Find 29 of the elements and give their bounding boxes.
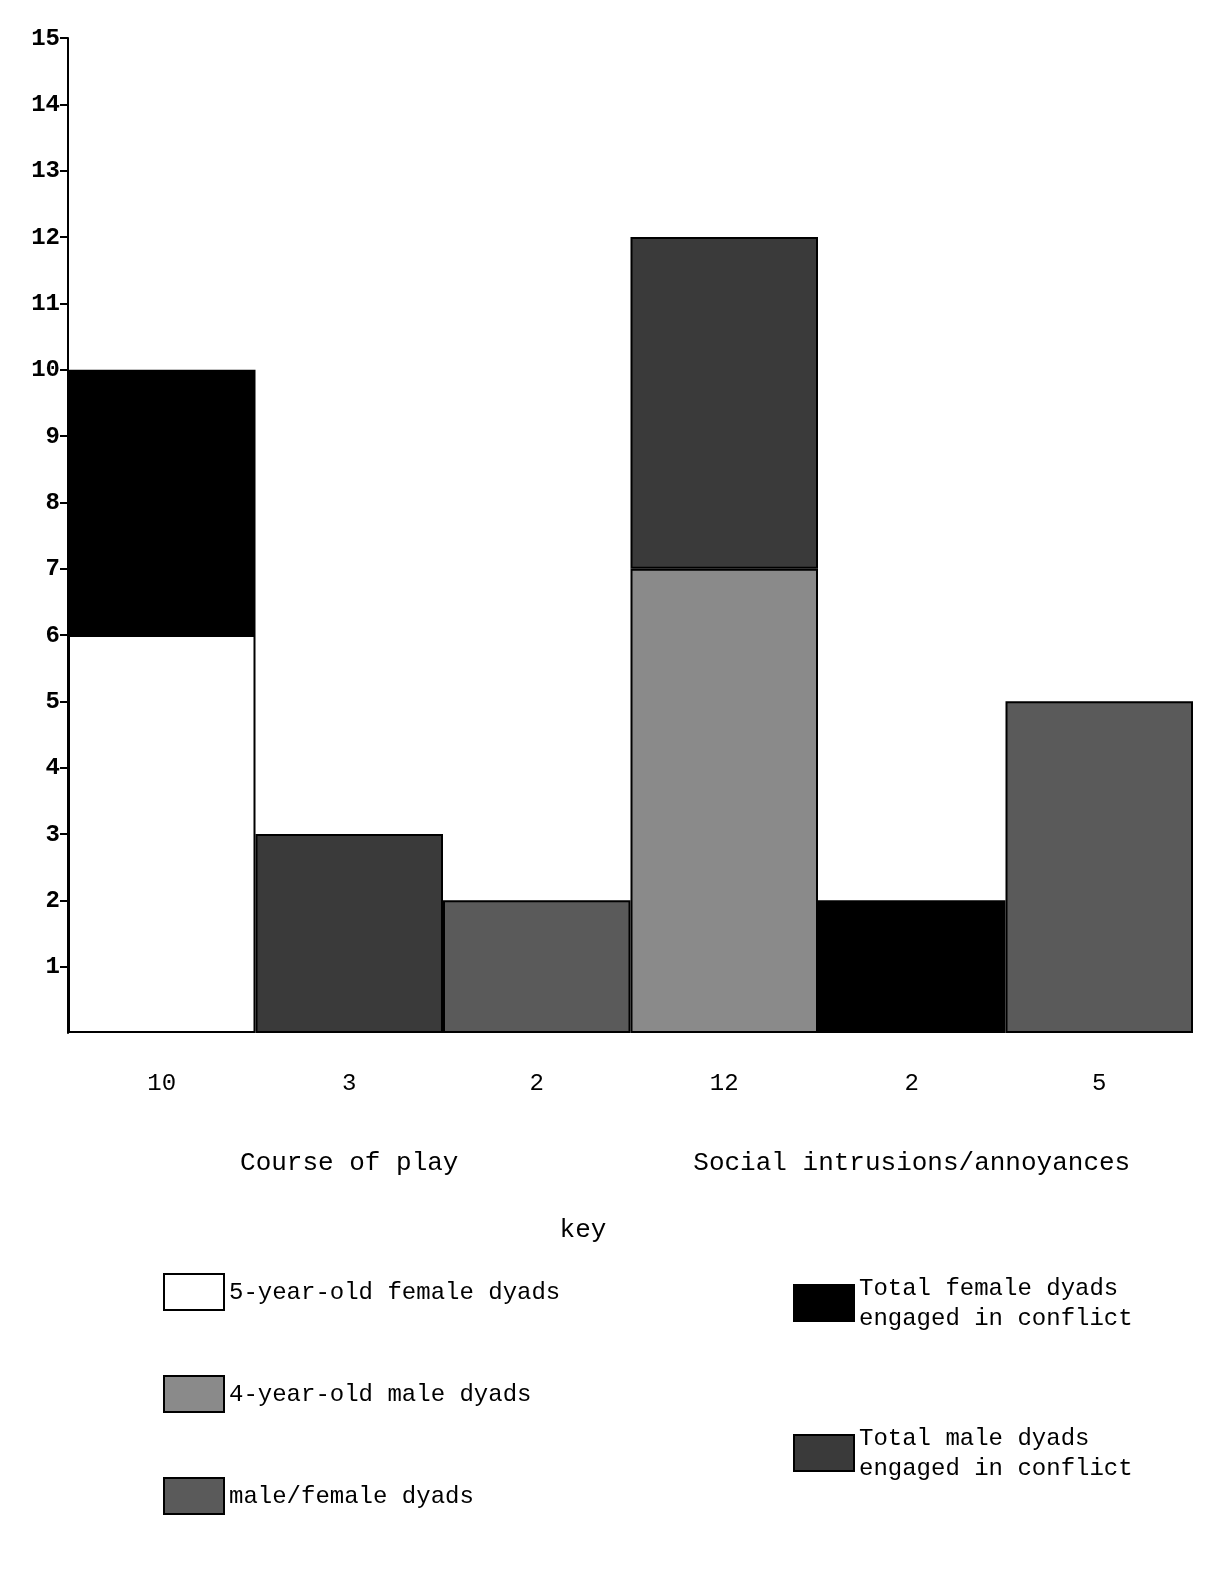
legend-label: male/female dyads [229, 1482, 474, 1510]
total-label: 2 [904, 1069, 919, 1097]
text: Course of play [240, 1148, 459, 1178]
y-tick-label: 14 [31, 90, 60, 118]
legend-title: key [559, 1215, 607, 1245]
legend-label: 5-year-old female dyads [229, 1278, 561, 1306]
legend-label: Total female dyads engaged in conflict [859, 1274, 1133, 1332]
total-label: 12 [709, 1069, 739, 1097]
total-label: 5 [1092, 1069, 1107, 1097]
y-tick-label: 2 [45, 886, 60, 914]
y-tick-label: 6 [45, 621, 60, 649]
total-label: 2 [529, 1069, 544, 1097]
y-tick-label: 13 [31, 157, 60, 185]
y-tick-label: 8 [45, 488, 60, 516]
y-tick-label: 3 [45, 820, 60, 848]
total-label: 3 [342, 1069, 357, 1097]
text: Social intrusions/annoyances [693, 1148, 1131, 1178]
total-label: 10 [147, 1069, 177, 1097]
y-tick-label: 12 [31, 223, 60, 251]
y-tick-label: 7 [45, 555, 60, 583]
legend-label: 4-year-old male dyads [229, 1380, 532, 1408]
y-tick-label: 5 [45, 687, 60, 715]
y-tick-label: 1 [45, 953, 60, 981]
y-tick-label: 11 [31, 289, 60, 317]
legend-label: Total male dyads engaged in conflict [859, 1424, 1133, 1482]
y-tick-label: 9 [45, 422, 60, 450]
y-tick-label: 4 [45, 754, 60, 782]
y-tick-label: 15 [31, 24, 60, 52]
y-tick-label: 10 [31, 356, 60, 384]
